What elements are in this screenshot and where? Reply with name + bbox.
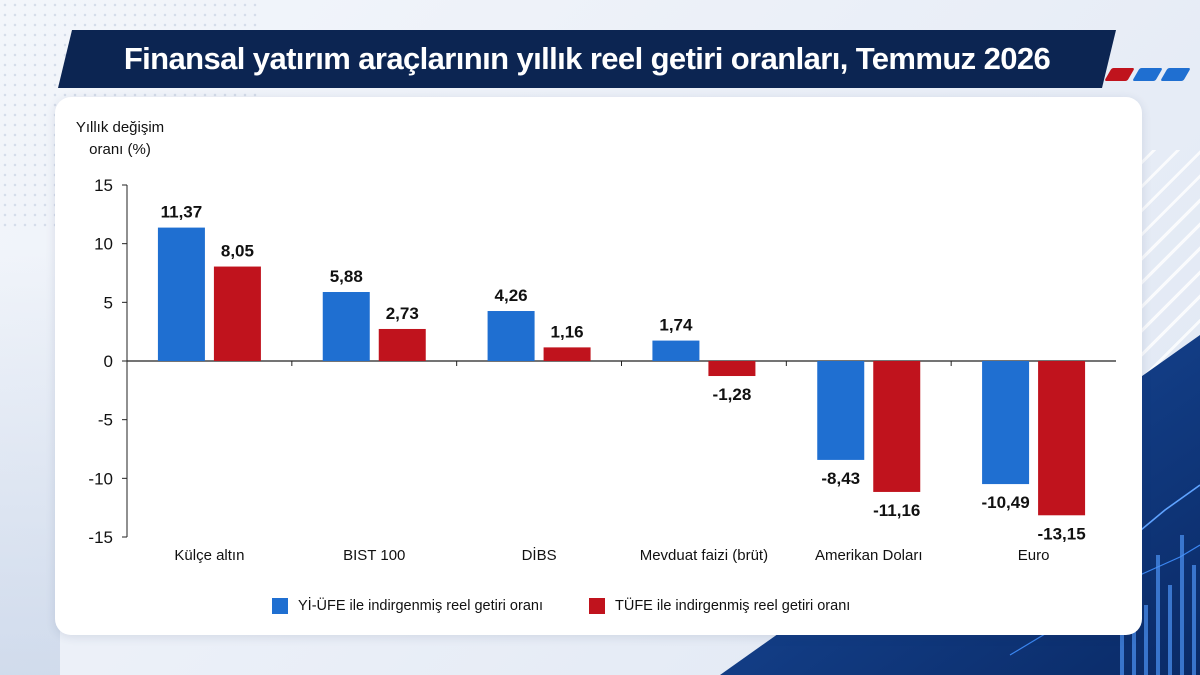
bar-tufe: [873, 361, 921, 492]
data-label: 1,74: [659, 316, 693, 335]
title-bar: Finansal yatırım araçlarının yıllık reel…: [58, 30, 1116, 88]
bar-tufe: [213, 266, 261, 361]
y-tick-label: -5: [98, 411, 113, 430]
chart-card: [55, 97, 1142, 635]
x-tick-label: Euro: [1018, 547, 1050, 564]
legend-swatch-red: [588, 598, 605, 614]
data-label: 1,16: [551, 322, 584, 341]
x-tick-label: DİBS: [522, 546, 557, 564]
y-tick-label: 10: [94, 235, 113, 254]
legend-label-blue: Yİ-ÜFE ile indirgenmiş reel getiri oranı: [298, 598, 543, 614]
bar-yi-ufe: [157, 227, 205, 361]
data-label: 8,05: [221, 242, 254, 261]
bar-yi-ufe: [652, 340, 700, 361]
data-label: -8,43: [821, 469, 860, 488]
data-label: -1,28: [713, 385, 752, 404]
data-label: 5,88: [330, 267, 363, 286]
bar-tufe: [378, 328, 426, 361]
y-axis-label-line1: Yıllık değişim: [76, 119, 164, 136]
y-axis-label-line2: oranı (%): [89, 141, 151, 158]
bar-tufe: [543, 347, 591, 361]
chart-title: Finansal yatırım araçlarının yıllık reel…: [123, 41, 1051, 76]
x-tick-label: Mevduat faizi (brüt): [640, 547, 768, 564]
y-tick-label: 15: [94, 176, 113, 195]
bar-tufe: [1038, 361, 1086, 516]
legend-item-blue: Yİ-ÜFE ile indirgenmiş reel getiri oranı: [272, 598, 543, 614]
bar-yi-ufe: [817, 361, 865, 460]
data-label: -11,16: [873, 501, 920, 520]
y-tick-label: -15: [88, 528, 113, 547]
data-label: -10,49: [981, 493, 1029, 512]
y-tick-label: -10: [88, 469, 113, 488]
bar-yi-ufe: [322, 292, 370, 361]
data-label: 2,73: [386, 304, 419, 323]
legend-item-red: TÜFE ile indirgenmiş reel getiri oranı: [588, 598, 851, 614]
x-tick-label: Amerikan Doları: [815, 547, 923, 564]
bar-yi-ufe: [982, 361, 1030, 485]
plot-area: 15 10 5 0 -5 -10 -15 Külçe altın 11,37 8,05 BIST 1…: [88, 176, 1116, 564]
data-label: -13,15: [1037, 524, 1085, 543]
y-tick-label: 5: [104, 293, 113, 312]
y-tick-label: 0: [104, 352, 113, 371]
x-tick-label: BIST 100: [343, 547, 405, 564]
data-label: 11,37: [161, 203, 203, 222]
x-tick-label: Külçe altın: [174, 547, 244, 564]
data-label: 4,26: [495, 286, 528, 305]
bar-tufe: [708, 361, 756, 377]
legend-label-red: TÜFE ile indirgenmiş reel getiri oranı: [614, 598, 851, 614]
bar-yi-ufe: [487, 311, 535, 361]
legend: Yİ-ÜFE ile indirgenmiş reel getiri oranı…: [272, 598, 850, 614]
legend-swatch-blue: [272, 598, 288, 614]
background-left-band: [0, 250, 60, 675]
